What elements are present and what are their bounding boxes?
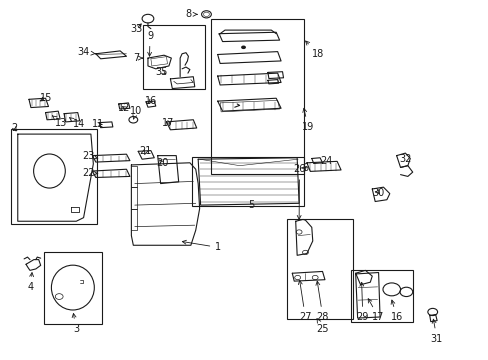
Text: 1: 1 [182,240,221,252]
Bar [287,219,352,319]
Circle shape [241,45,245,49]
Text: 19: 19 [302,108,314,132]
Bar [43,252,102,324]
Text: 17: 17 [161,118,174,128]
Text: 23: 23 [82,150,98,161]
Text: 24: 24 [320,156,332,166]
Text: 15: 15 [40,93,52,103]
Text: 13: 13 [52,116,67,128]
Text: 17: 17 [367,299,384,322]
Text: 22: 22 [82,168,98,178]
Text: 14: 14 [69,118,85,129]
Bar [192,157,304,206]
Text: 33: 33 [130,24,142,34]
Text: 12: 12 [118,103,130,113]
Text: 2: 2 [11,123,18,133]
Text: 3: 3 [72,314,79,334]
Text: 32: 32 [399,154,411,164]
Text: 9: 9 [147,31,153,56]
Text: 28: 28 [315,281,328,322]
Bar [211,19,304,174]
Bar [143,25,204,89]
Bar [350,270,412,321]
Text: 35: 35 [156,67,168,77]
Text: 21: 21 [140,146,152,156]
Text: 26: 26 [293,164,305,219]
Text: 29: 29 [356,282,368,322]
Text: 16: 16 [390,300,402,322]
Text: 16: 16 [144,96,157,106]
Text: 5: 5 [248,200,254,210]
Text: 6: 6 [302,163,307,173]
Text: 7: 7 [133,53,142,63]
Text: 30: 30 [371,188,384,198]
Bar [11,129,97,224]
Text: 10: 10 [130,106,142,119]
Text: 20: 20 [156,158,168,168]
Text: 27: 27 [298,280,311,322]
Text: 8: 8 [184,9,197,19]
Text: 18: 18 [305,41,324,59]
Text: 25: 25 [316,319,328,334]
Text: 34: 34 [78,47,95,57]
Text: 31: 31 [430,319,442,343]
Text: 4: 4 [27,273,34,292]
Text: 11: 11 [92,120,104,129]
